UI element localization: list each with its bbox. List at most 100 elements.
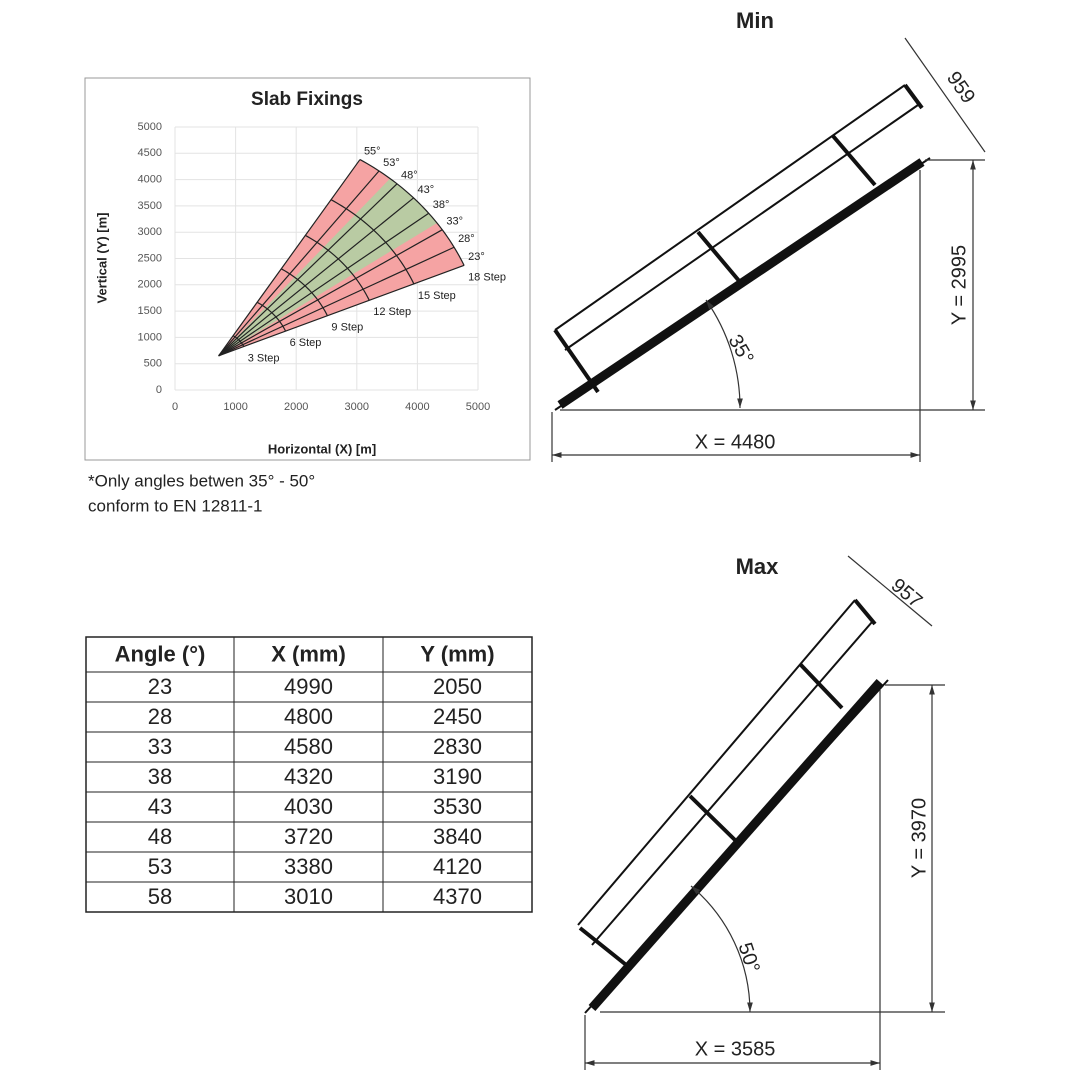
x-dimension: X = 4480 bbox=[695, 431, 776, 453]
table-cell: 58 bbox=[148, 884, 172, 909]
angle-ray bbox=[218, 159, 361, 357]
handrail bbox=[591, 621, 873, 946]
post bbox=[798, 662, 844, 710]
y-tick-label: 1000 bbox=[138, 331, 162, 343]
y-axis-label: Vertical (Y) [m] bbox=[94, 212, 109, 303]
stringer bbox=[554, 157, 931, 411]
y-tick-label: 2500 bbox=[138, 252, 162, 264]
angle-label: 35° bbox=[724, 331, 758, 368]
step-label: 3 Step bbox=[248, 352, 280, 364]
header-cell: Y (mm) bbox=[420, 641, 494, 666]
table-cell: 53 bbox=[148, 854, 172, 879]
note-line: conform to EN 12811-1 bbox=[88, 496, 263, 515]
x-tick-label: 4000 bbox=[405, 401, 429, 413]
table-cell: 3010 bbox=[284, 884, 333, 909]
table-cell: 43 bbox=[148, 794, 172, 819]
width-dimension: 959 bbox=[942, 68, 979, 108]
step-label: 12 Step bbox=[373, 306, 411, 318]
y-tick-label: 1500 bbox=[138, 305, 162, 317]
table-cell: 48 bbox=[148, 824, 172, 849]
header-cell: X (mm) bbox=[271, 641, 346, 666]
post bbox=[831, 134, 877, 187]
angle-label: 28° bbox=[458, 233, 475, 245]
step-arc bbox=[280, 268, 328, 317]
table-cell: 3190 bbox=[433, 764, 482, 789]
table-cell: 4580 bbox=[284, 734, 333, 759]
stringer bbox=[584, 679, 889, 1014]
table-cell: 3380 bbox=[284, 854, 333, 879]
table-cell: 33 bbox=[148, 734, 172, 759]
table-cell: 4320 bbox=[284, 764, 333, 789]
angle-label: 55° bbox=[364, 145, 381, 157]
table: Angle (°) X (mm) Y (mm) 23 4990 2050 28 4800 245… bbox=[85, 636, 533, 913]
y-tick-label: 4000 bbox=[138, 174, 162, 186]
table-cell: 23 bbox=[148, 674, 172, 699]
table-cell: 4120 bbox=[433, 854, 482, 879]
x-tick-label: 0 bbox=[172, 401, 178, 413]
angle-ray bbox=[218, 246, 455, 357]
post bbox=[853, 598, 877, 626]
table-cell: 3840 bbox=[433, 824, 482, 849]
angle-label: 23° bbox=[468, 251, 485, 263]
post bbox=[578, 926, 632, 970]
diagram-title: Max bbox=[736, 554, 780, 579]
step-arc bbox=[359, 159, 465, 266]
stringer bbox=[557, 158, 925, 409]
table-cell: 4800 bbox=[284, 704, 333, 729]
header-cell: Angle (°) bbox=[115, 641, 206, 666]
step-arc bbox=[256, 301, 287, 332]
handrail bbox=[554, 84, 906, 331]
y-tick-label: 0 bbox=[156, 384, 162, 396]
x-axis-label: Horizontal (X) [m] bbox=[268, 441, 376, 456]
angle-arc bbox=[690, 885, 753, 1013]
angle-label: 53° bbox=[383, 157, 400, 169]
step-arc bbox=[330, 199, 415, 285]
angle-label: 50° bbox=[734, 940, 764, 976]
y-tick-label: 3500 bbox=[138, 200, 162, 212]
step-label: 6 Step bbox=[290, 337, 322, 349]
angle-ray bbox=[218, 197, 414, 357]
y-tick-label: 500 bbox=[144, 358, 162, 370]
y-tick-label: 3000 bbox=[138, 226, 162, 238]
y-dimension: Y = 2995 bbox=[948, 245, 970, 325]
table-cell: 38 bbox=[148, 764, 172, 789]
handrail bbox=[577, 599, 856, 926]
table-cell: 4030 bbox=[284, 794, 333, 819]
x-tick-label: 2000 bbox=[284, 401, 308, 413]
y-tick-label: 2000 bbox=[138, 279, 162, 291]
min-diagram: Min X = 4480 Y = 2995 35° 959 bbox=[551, 8, 986, 462]
post bbox=[688, 794, 737, 842]
table-cell: 3530 bbox=[433, 794, 482, 819]
dimension-line bbox=[847, 555, 933, 627]
step-label: 18 Step bbox=[468, 271, 506, 283]
x-tick-label: 5000 bbox=[466, 401, 490, 413]
x-tick-label: 1000 bbox=[223, 401, 247, 413]
table-cell: 2450 bbox=[433, 704, 482, 729]
post bbox=[696, 230, 742, 284]
x-tick-label: 3000 bbox=[345, 401, 369, 413]
table-cell: 3720 bbox=[284, 824, 333, 849]
step-arc bbox=[305, 234, 370, 301]
x-dimension: X = 3585 bbox=[695, 1038, 776, 1060]
angle-ray bbox=[218, 170, 380, 357]
post bbox=[553, 328, 600, 394]
y-dimension: Y = 3970 bbox=[908, 798, 930, 878]
table-cell: 4370 bbox=[433, 884, 482, 909]
angle-ray bbox=[218, 264, 465, 357]
y-tick-label: 5000 bbox=[138, 121, 162, 133]
angle-ray bbox=[218, 229, 443, 357]
table-cell: 28 bbox=[148, 704, 172, 729]
angle-label: 38° bbox=[433, 199, 450, 211]
angle-arc bbox=[705, 299, 743, 409]
handrail bbox=[564, 104, 919, 351]
diagram-title: Min bbox=[736, 8, 774, 33]
width-dimension: 957 bbox=[887, 574, 927, 612]
step-label: 9 Step bbox=[331, 322, 363, 334]
table-cell: 2830 bbox=[433, 734, 482, 759]
post bbox=[903, 83, 924, 110]
angle-label: 33° bbox=[446, 216, 463, 228]
angle-label: 43° bbox=[418, 184, 435, 196]
chart-title: Slab Fixings bbox=[251, 89, 363, 110]
chart: 0 1000 2000 3000 4000 5000 0 500 1000 1500 2000 250… bbox=[138, 121, 506, 413]
